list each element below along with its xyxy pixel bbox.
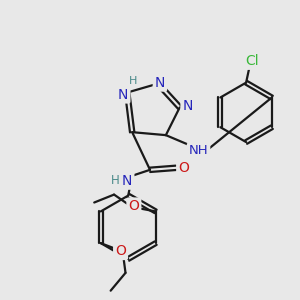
Text: O: O <box>128 200 139 214</box>
Text: N: N <box>122 174 132 188</box>
Text: O: O <box>115 244 126 258</box>
Text: N: N <box>182 99 193 113</box>
Text: O: O <box>178 161 189 175</box>
Text: N: N <box>155 76 165 90</box>
Text: H: H <box>129 76 137 85</box>
Text: NH: NH <box>189 145 208 158</box>
Text: N: N <box>118 88 128 101</box>
Text: H: H <box>111 174 120 187</box>
Text: Cl: Cl <box>245 54 259 68</box>
